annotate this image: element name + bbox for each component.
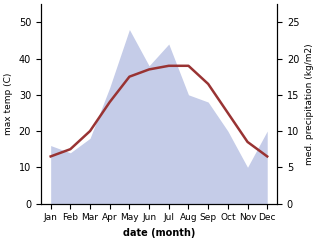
Y-axis label: med. precipitation (kg/m2): med. precipitation (kg/m2): [305, 43, 314, 165]
Y-axis label: max temp (C): max temp (C): [4, 73, 13, 135]
X-axis label: date (month): date (month): [123, 228, 195, 238]
